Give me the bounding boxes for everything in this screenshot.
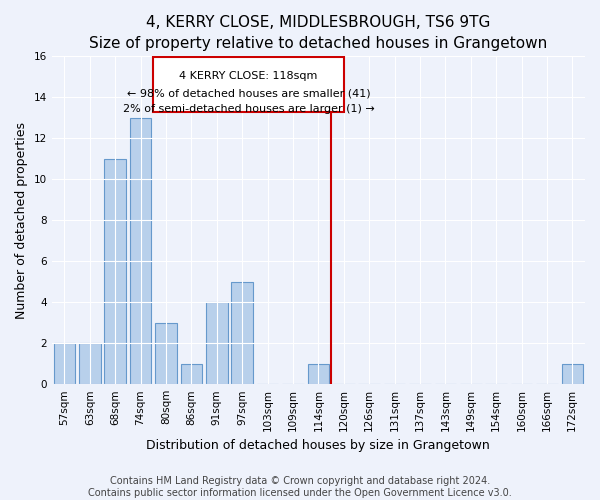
FancyBboxPatch shape — [153, 58, 344, 112]
Bar — [181, 364, 202, 384]
Bar — [232, 282, 253, 384]
Bar — [79, 343, 101, 384]
Text: 2% of semi-detached houses are larger (1) →: 2% of semi-detached houses are larger (1… — [122, 104, 374, 114]
Text: 4 KERRY CLOSE: 118sqm: 4 KERRY CLOSE: 118sqm — [179, 72, 317, 82]
Text: ← 98% of detached houses are smaller (41): ← 98% of detached houses are smaller (41… — [127, 89, 370, 99]
Bar — [104, 159, 126, 384]
Bar — [308, 364, 329, 384]
Bar — [130, 118, 151, 384]
Bar — [206, 302, 227, 384]
Bar — [155, 322, 177, 384]
Bar — [562, 364, 583, 384]
Y-axis label: Number of detached properties: Number of detached properties — [15, 122, 28, 319]
Text: Contains HM Land Registry data © Crown copyright and database right 2024.
Contai: Contains HM Land Registry data © Crown c… — [88, 476, 512, 498]
Bar — [53, 343, 75, 384]
X-axis label: Distribution of detached houses by size in Grangetown: Distribution of detached houses by size … — [146, 440, 490, 452]
Title: 4, KERRY CLOSE, MIDDLESBROUGH, TS6 9TG
Size of property relative to detached hou: 4, KERRY CLOSE, MIDDLESBROUGH, TS6 9TG S… — [89, 15, 547, 51]
